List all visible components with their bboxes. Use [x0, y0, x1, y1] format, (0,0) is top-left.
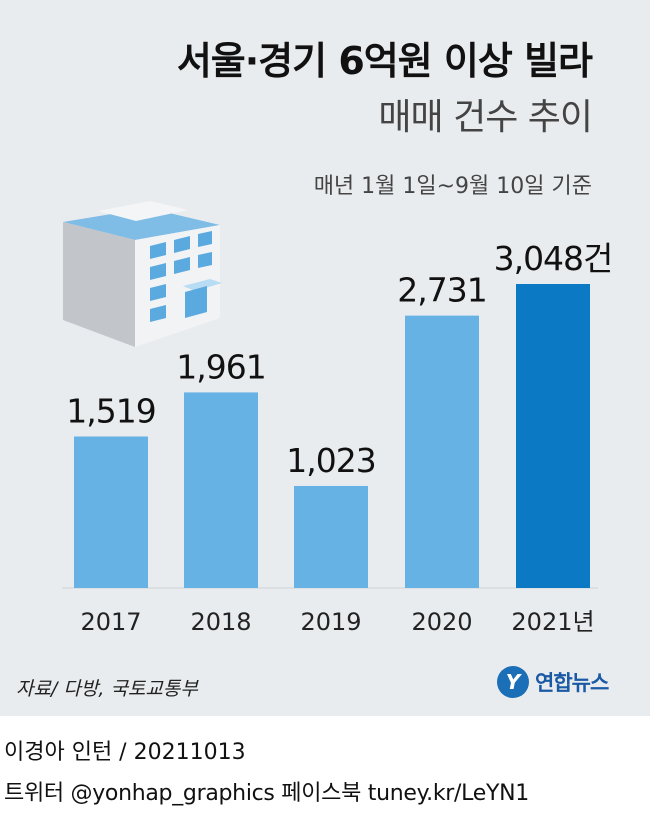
chart-note: 매년 1월 1일~9월 10일 기준: [313, 174, 592, 199]
bar-2020: [405, 315, 479, 588]
chart-subtitle: 매매 건수 추이: [378, 97, 593, 138]
value-label-2020: 2,731: [397, 271, 486, 310]
logo-mark: Y: [497, 666, 529, 698]
bar-2021년: [516, 284, 590, 588]
category-label-2021년: 2021년: [511, 608, 594, 636]
yonhap-logo: Y 연합뉴스: [497, 664, 609, 700]
social-links: 트위터 @yonhap_graphics 페이스북 tuney.kr/LeYN1: [4, 781, 529, 806]
bar-2018: [184, 392, 258, 588]
source-text: 자료/ 다방, 국토교통부: [16, 678, 198, 700]
infographic-panel: 서울·경기 6억원 이상 빌라 매매 건수 추이 매년 1월 1일~9월 10일…: [0, 0, 650, 716]
value-label-2017: 1,519: [66, 391, 155, 430]
building-icon: [63, 201, 222, 347]
bar-chart: 1,519 2017 1,961 2018 1,023 2019 2,731 2020 3,04…: [62, 201, 613, 636]
category-label-2019: 2019: [300, 608, 361, 636]
bar-2019: [294, 485, 368, 588]
credit-text: 이경아 인턴 / 20211013: [4, 740, 246, 765]
value-label-2018: 1,961: [176, 347, 265, 386]
bar-2017: [74, 436, 148, 588]
category-label-2020: 2020: [411, 608, 472, 636]
category-label-2018: 2018: [190, 608, 251, 636]
value-label-2021년: 3,048건: [494, 239, 613, 278]
logo-text: 연합뉴스: [535, 671, 609, 695]
chart-title: 서울·경기 6억원 이상 빌라: [176, 39, 593, 83]
category-label-2017: 2017: [80, 608, 141, 636]
value-label-2019: 1,023: [286, 441, 375, 480]
